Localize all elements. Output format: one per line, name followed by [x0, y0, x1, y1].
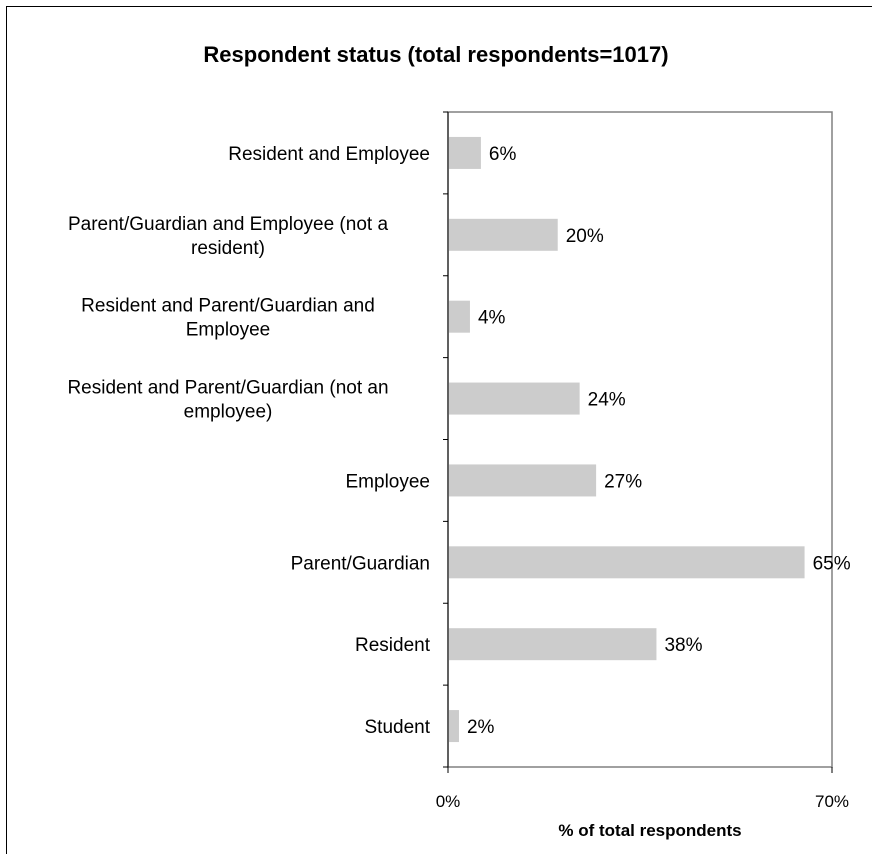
category-label-line: Resident and Parent/Guardian and [81, 296, 375, 317]
x-tick-label: 0% [436, 792, 461, 811]
category-label-line: Resident and Employee [228, 144, 430, 165]
chart-frame [6, 6, 872, 854]
data-label: 65% [813, 553, 851, 574]
bar [449, 628, 657, 661]
bar [449, 382, 580, 415]
data-label: 2% [467, 717, 495, 738]
category-label-line: Employee [346, 471, 431, 492]
category-label-line: Parent/Guardian and Employee (not a [68, 214, 388, 235]
category-label: Resident and Parent/Guardian and Employee [81, 296, 375, 341]
category-label-line: Employee [186, 320, 271, 341]
bar [449, 300, 470, 333]
bar [449, 218, 558, 251]
bar [449, 546, 805, 579]
bar [449, 464, 597, 497]
category-label: Parent/Guardian and Employee (not a resid… [68, 214, 388, 259]
bar [449, 136, 481, 169]
data-label: 24% [588, 390, 626, 411]
category-label: Resident [355, 635, 431, 656]
chart-title: Respondent status (total respondents=101… [203, 42, 669, 67]
category-label: Parent/Guardian [291, 553, 430, 574]
category-label-line: employee) [184, 402, 273, 423]
data-label: 27% [604, 471, 642, 492]
category-label: Resident and Employee [228, 144, 430, 165]
data-label: 6% [489, 144, 517, 165]
category-label-line: Parent/Guardian [291, 553, 430, 574]
x-axis-title: % of total respondents [558, 821, 741, 840]
category-label-line: Student [365, 717, 431, 738]
plot-area-border [447, 111, 833, 768]
x-tick-label: 70% [815, 792, 849, 811]
category-label-line: Resident [355, 635, 431, 656]
data-label: 4% [478, 308, 506, 329]
category-label-line: Resident and Parent/Guardian (not an [67, 378, 388, 399]
category-label-line: resident) [191, 238, 265, 259]
data-label: 38% [664, 635, 702, 656]
data-label: 20% [566, 226, 604, 247]
category-label: Employee [346, 471, 431, 492]
bar [449, 710, 459, 743]
category-label: Student [365, 717, 431, 738]
category-label: Resident and Parent/Guardian (not an empl… [67, 378, 388, 423]
